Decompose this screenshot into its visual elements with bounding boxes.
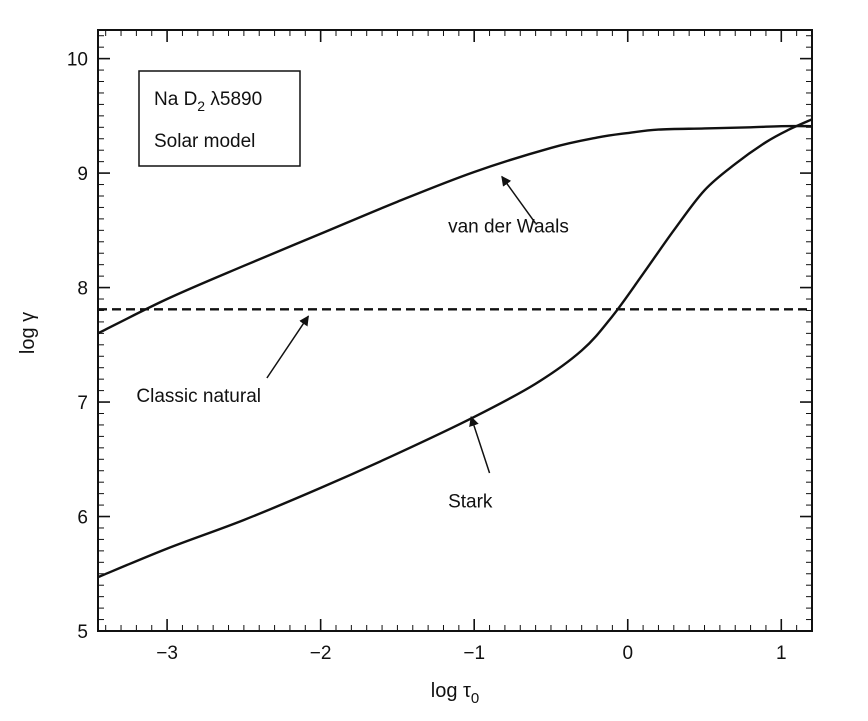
series-line-stark (97, 118, 813, 579)
y-tick-label: 7 (77, 393, 88, 414)
x-tick-label: −1 (463, 643, 485, 664)
annotations: van der Waals Classic natural Stark (136, 175, 569, 512)
annotation-classic-natural: Classic natural (136, 386, 261, 407)
x-tick-label: 0 (622, 643, 633, 664)
legend-line-1: Na D2 λ5890 (154, 89, 262, 114)
x-axis-label: log τ0 (431, 680, 480, 707)
y-axis-label: log γ (17, 312, 39, 354)
legend-frame (138, 70, 301, 167)
axis-ticks: −3 −2 −1 0 1 5 6 7 8 9 10 (67, 30, 813, 664)
y-tick-label: 6 (77, 508, 88, 529)
x-tick-label: −2 (310, 643, 332, 664)
y-tick-label: 9 (77, 164, 88, 185)
plot-frame (97, 29, 813, 632)
x-tick-label: −3 (156, 643, 178, 664)
legend-box: Na D2 λ5890 Solar model (138, 70, 301, 167)
annotation-van-der-waals: van der Waals (448, 217, 569, 238)
y-tick-label: 10 (67, 50, 88, 71)
annotation-arrow-classic-natural (266, 315, 309, 379)
y-tick-label: 5 (77, 622, 88, 643)
annotation-arrow-stark (469, 415, 491, 474)
legend-line-2: Solar model (154, 131, 255, 152)
series-line-van-der-waals (97, 124, 813, 335)
annotation-stark: Stark (448, 491, 493, 512)
annotation-arrow-van-der-waals (501, 175, 537, 224)
x-tick-label: 1 (776, 643, 787, 664)
y-tick-label: 8 (77, 279, 88, 300)
data-series (97, 118, 813, 579)
